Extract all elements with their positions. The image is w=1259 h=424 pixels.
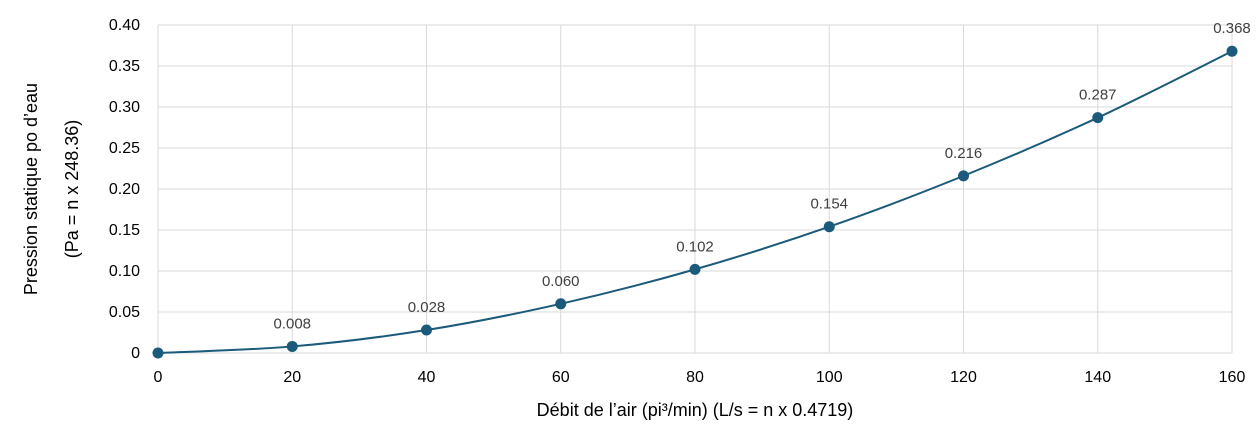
y-tick-labels: 0 0.05 0.10 0.15 0.20 0.25 0.30 0.35 0.40 (109, 17, 140, 362)
x-tick-labels: 0 20 40 60 80 100 120 140 160 (154, 369, 1246, 386)
x-tick-label: 120 (950, 369, 977, 386)
data-label: 0.368 (1213, 20, 1251, 37)
data-point (555, 298, 567, 310)
y-tick-label: 0.10 (109, 263, 140, 280)
y-tick-label: 0.25 (109, 140, 140, 157)
y-tick-label: 0.20 (109, 181, 140, 198)
grid-layer (157, 24, 1233, 354)
x-tick-label: 60 (552, 369, 570, 386)
y-tick-label: 0 (131, 345, 140, 362)
data-labels: 0.008 0.028 0.060 0.102 0.154 0.216 0.287 0.368 (273, 20, 1250, 332)
y-tick-label: 0.15 (109, 222, 140, 239)
data-point (1092, 112, 1104, 124)
x-tick-label: 80 (686, 369, 704, 386)
data-label: 0.060 (542, 273, 580, 290)
data-point (421, 324, 432, 336)
data-label: 0.154 (810, 196, 848, 213)
x-tick-label: 40 (418, 369, 436, 386)
data-label: 0.216 (945, 145, 983, 162)
series-markers (152, 45, 1238, 359)
data-label: 0.287 (1079, 87, 1117, 104)
data-point (689, 263, 701, 275)
y-tick-label: 0.40 (109, 17, 140, 34)
data-point (286, 340, 298, 352)
y-tick-label: 0.30 (109, 99, 140, 116)
data-label: 0.102 (676, 238, 714, 255)
y-tick-label: 0.35 (109, 58, 140, 75)
data-label: 0.028 (408, 299, 446, 316)
y-axis-title-line2: (Pa = n x 248.36) (62, 120, 82, 259)
data-label: 0.008 (273, 315, 311, 332)
x-tick-label: 140 (1084, 369, 1111, 386)
data-point (958, 170, 969, 182)
x-tick-label: 160 (1219, 369, 1246, 386)
data-point (823, 221, 835, 233)
y-axis-title-line1: Pression statique po d’eau (21, 83, 41, 295)
x-axis-title: Débit de l’air (pi³/min) (L/s = n x 0.47… (537, 400, 854, 420)
x-tick-label: 0 (154, 369, 163, 386)
data-point (152, 347, 164, 359)
y-tick-label: 0.05 (109, 304, 140, 321)
data-point (1226, 45, 1238, 57)
x-tick-label: 20 (283, 369, 301, 386)
x-tick-label: 100 (816, 369, 843, 386)
